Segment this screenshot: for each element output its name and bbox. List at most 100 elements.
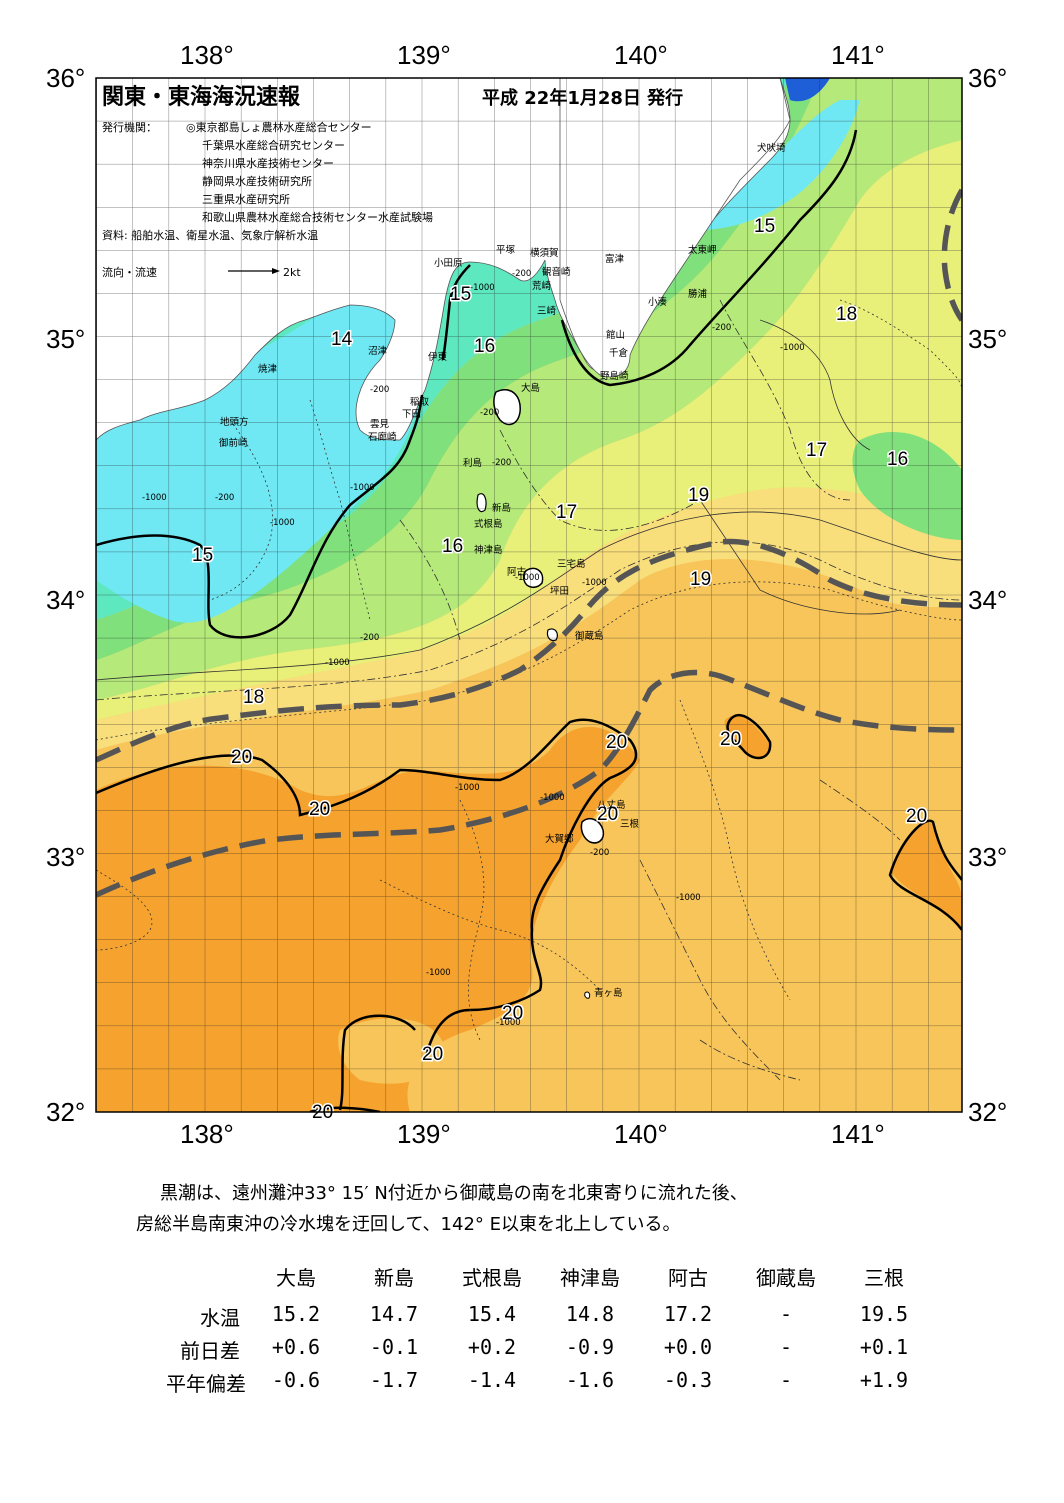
place-label: 阿古 (507, 566, 527, 578)
place-label: 八丈島 (597, 799, 626, 811)
isotherm-20-east (888, 819, 962, 931)
depth-label: -1000 (426, 968, 451, 978)
contour-label: 18 (836, 304, 857, 325)
place-label: 犬吠埼 (757, 142, 786, 154)
contour-label: 17 (556, 502, 577, 523)
column-header: 式根島 (462, 1266, 522, 1290)
isotherms (96, 129, 962, 1112)
contour-label: 15 (192, 545, 213, 566)
column-header: 御蔵島 (756, 1266, 816, 1290)
lon-top-label: 140° (614, 40, 668, 70)
depth-labels: -200 -200 -200 -1000 -200 -1000 -200 -10… (142, 269, 805, 1028)
table-cell: +0.6 (271, 1335, 321, 1359)
depth-label: -1000 (142, 493, 167, 503)
table-cell: 15.4 (467, 1302, 517, 1326)
current-legend-arrowhead (272, 268, 280, 274)
contour-label: 20 (422, 1044, 443, 1065)
column-header: 新島 (374, 1266, 414, 1290)
current-legend-value: 2kt (283, 266, 301, 279)
isotherm-20-west (96, 718, 638, 1061)
issuer-line: 神奈川県水産技術センター (202, 156, 334, 170)
table-cell: +0.0 (663, 1335, 713, 1359)
issuer-label: 発行機関： (102, 120, 157, 134)
lat-right-label: 33° (968, 842, 1007, 872)
contour-label: 20 (309, 799, 330, 820)
contour-label: 19 (688, 485, 709, 506)
isotherm-15-boso (560, 129, 858, 387)
column-header: 三根 (864, 1266, 904, 1290)
contour-label: 16 (442, 536, 463, 557)
place-label: 利島 (463, 457, 482, 469)
lat-left-label: 36° (46, 63, 85, 93)
depth-label: -200 (215, 493, 234, 503)
place-label: 平塚 (496, 245, 516, 256)
place-label: 勝浦 (688, 288, 708, 300)
lat-right-label: 35° (968, 324, 1007, 354)
lon-top-label: 139° (397, 40, 451, 70)
table-cell: 14.8 (565, 1302, 615, 1326)
issuer-line: 三重県水産研究所 (202, 192, 290, 206)
place-label: 稲取 (410, 396, 430, 408)
depth-label: -1000 (780, 343, 805, 353)
place-label: 三崎 (537, 305, 557, 317)
place-label: 伊東 (428, 351, 448, 363)
secondary-lines (96, 299, 962, 1081)
lon-top-label: 141° (831, 40, 885, 70)
kuroshio-main (96, 538, 962, 763)
kuroshio-offshoot (96, 669, 962, 898)
issuer-line: 静岡県水産技術研究所 (202, 174, 312, 188)
depth-label: -1000 (582, 578, 607, 588)
table-cell: +0.1 (859, 1335, 909, 1359)
contour-label: 20 (231, 747, 252, 768)
place-label: 富津 (605, 253, 625, 265)
contour-label: 20 (906, 806, 927, 827)
place-label: 小田原 (434, 258, 463, 269)
contour-label: 20 (597, 804, 618, 825)
table-cell: 19.5 (859, 1302, 909, 1326)
contour-label: 17 (806, 440, 827, 461)
depth-label: -200 (712, 323, 731, 333)
table-cell: 14.7 (369, 1302, 419, 1326)
contour-label: 14 (331, 329, 353, 350)
contour-label: 16 (887, 449, 908, 470)
bulletin-title: 関東・東海海況速報 (102, 84, 301, 110)
lat-right-label: 32° (968, 1097, 1007, 1127)
table-header-row: 大島 新島 式根島 神津島 阿古 御蔵島 三根 (0, 1262, 1064, 1294)
data-sources: 資料: 船舶水温、衛星水温、気象庁解析水温 (102, 228, 318, 242)
table-row: 平年偏差 -0.6 -1.7 -1.4 -1.6 -0.3 - +1.9 (0, 1368, 1064, 1400)
contour-label: 19 (690, 569, 711, 590)
place-label: 小湊 (648, 296, 668, 308)
column-header: 大島 (276, 1266, 316, 1290)
row-header: 水温 (200, 1306, 240, 1330)
place-label: 千倉 (609, 347, 629, 359)
column-header: 神津島 (560, 1266, 620, 1290)
depth-label: -1000 (540, 793, 565, 803)
lon-bottom-label: 139° (397, 1119, 451, 1149)
place-label: 太東岬 (688, 244, 717, 256)
isotherm-15-west (96, 394, 424, 639)
depth-label: -200 (370, 385, 389, 395)
contour-label: 15 (450, 284, 471, 305)
table-cell: -1.7 (369, 1368, 419, 1392)
lat-left-label: 34° (46, 585, 85, 615)
issuer-line: 和歌山県農林水産総合技術センター水産試験場 (202, 210, 433, 224)
map-frame (95, 77, 963, 1113)
summary-line: 房総半島南東沖の冷水塊を迂回して、142° E以東を北上している。 (136, 1214, 681, 1235)
isotherm-20-low (309, 1106, 381, 1112)
table-cell: 17.2 (663, 1302, 713, 1326)
place-label: 御蔵島 (575, 630, 604, 642)
depth-label: -1000 (496, 1018, 521, 1028)
depth-label: -1000 (676, 893, 701, 903)
lat-left-label: 35° (46, 324, 85, 354)
place-label: 新島 (492, 502, 511, 514)
place-label: 焼津 (258, 363, 278, 375)
contour-labels: 15 14 15 16 15 18 17 16 19 17 16 19 18 2… (191, 215, 929, 1125)
isotherm-20-small (726, 713, 772, 760)
place-label: 青ヶ島 (594, 987, 623, 999)
table-cell: - (779, 1302, 793, 1326)
kuroshio-east (941, 188, 962, 322)
table-cell: +1.9 (859, 1368, 909, 1392)
place-label: 館山 (606, 329, 625, 341)
place-label: 坪田 (550, 585, 569, 597)
depth-label: -1000 (515, 573, 540, 583)
